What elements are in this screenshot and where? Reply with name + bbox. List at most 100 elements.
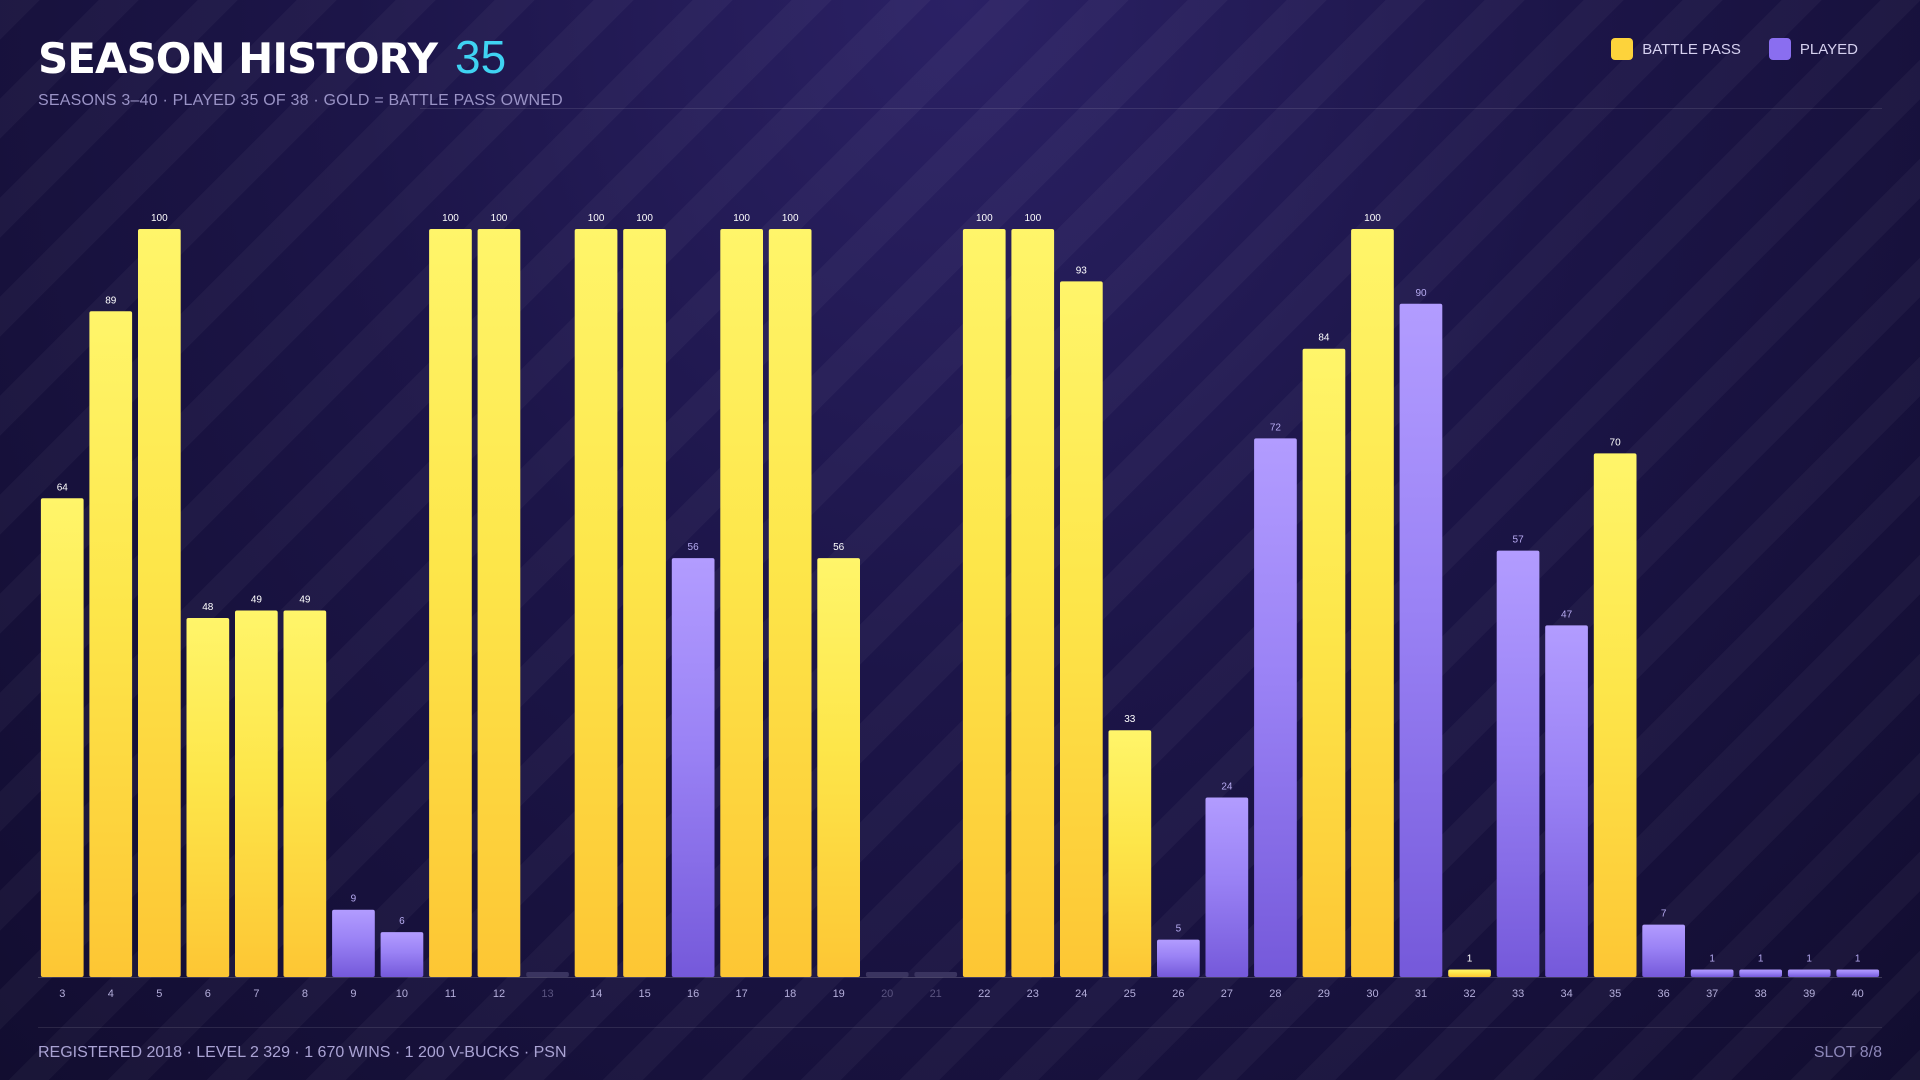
legend: BATTLE PASS PLAYED (1611, 38, 1858, 60)
data-label-season-29: 84 (1318, 333, 1330, 344)
tick-label-season-16: 16 (687, 988, 699, 1000)
bar-season-37 (1690, 969, 1734, 977)
data-label-season-28: 72 (1270, 422, 1282, 433)
bar-season-26 (1157, 939, 1200, 977)
bar-season-29 (1302, 348, 1346, 977)
bar-season-22 (962, 229, 1006, 977)
bar-season-34 (1545, 625, 1588, 977)
tick-label-season-30: 30 (1366, 988, 1378, 1000)
tick-label-season-22: 22 (978, 988, 990, 1000)
data-label-season-8: 49 (299, 595, 311, 606)
bar-season-35 (1593, 453, 1637, 977)
bar-season-25 (1108, 730, 1152, 977)
bar-season-13 (526, 972, 569, 977)
bar-season-31 (1399, 303, 1443, 977)
data-label-season-30: 100 (1364, 213, 1381, 224)
tick-label-season-13: 13 (541, 988, 553, 1000)
slot-indicator: SLOT 8/8 (1813, 1044, 1882, 1061)
tick-label-season-31: 31 (1415, 988, 1427, 1000)
bar-season-4 (89, 311, 133, 977)
data-label-season-22: 100 (976, 213, 993, 224)
data-label-season-15: 100 (636, 213, 653, 224)
data-label-season-35: 70 (1610, 437, 1622, 448)
tick-label-season-25: 25 (1124, 988, 1136, 1000)
bar-season-28 (1254, 438, 1297, 977)
bar-season-36 (1642, 924, 1685, 977)
bar-season-10 (380, 932, 424, 977)
tick-label-season-18: 18 (784, 988, 796, 1000)
data-label-season-10: 6 (399, 916, 405, 927)
bar-season-20 (865, 972, 909, 977)
tick-label-season-33: 33 (1512, 988, 1524, 1000)
bar-season-27 (1205, 797, 1249, 977)
title-count: 35 (455, 31, 507, 83)
data-label-season-3: 64 (57, 482, 69, 493)
bar-season-11 (429, 229, 472, 977)
bar-season-8 (283, 610, 327, 977)
bar-season-23 (1011, 229, 1055, 977)
bar-season-15 (623, 229, 666, 977)
data-label-season-38: 1 (1758, 954, 1764, 965)
tick-label-season-19: 19 (833, 988, 845, 1000)
header-divider (420, 108, 1882, 109)
tick-label-season-34: 34 (1560, 988, 1572, 1000)
data-label-season-24: 93 (1076, 265, 1088, 276)
bar-season-17 (720, 229, 763, 977)
tick-label-season-14: 14 (590, 988, 602, 1000)
battle-pass-swatch (1611, 38, 1634, 60)
bar-season-19 (817, 558, 860, 977)
page-title: SEASON HISTORY 35 (38, 30, 507, 83)
tick-label-season-10: 10 (396, 988, 408, 1000)
tick-label-season-35: 35 (1609, 988, 1621, 1000)
data-label-season-23: 100 (1024, 213, 1041, 224)
bar-season-18 (768, 229, 812, 977)
tick-label-season-37: 37 (1706, 988, 1718, 1000)
bar-season-9 (332, 909, 375, 977)
tick-label-season-8: 8 (302, 988, 308, 1000)
tick-label-season-32: 32 (1463, 988, 1475, 1000)
tick-label-season-3: 3 (59, 988, 65, 1000)
tick-label-season-12: 12 (493, 988, 505, 1000)
data-label-season-40: 1 (1855, 954, 1861, 965)
data-label-season-7: 49 (251, 595, 263, 606)
tick-label-season-28: 28 (1269, 988, 1281, 1000)
data-label-season-17: 100 (733, 213, 750, 224)
bar-season-32 (1448, 969, 1491, 977)
tick-label-season-6: 6 (205, 988, 211, 1000)
legend-label-battle-pass: BATTLE PASS (1642, 40, 1741, 58)
data-label-season-33: 57 (1513, 535, 1525, 546)
bar-season-5 (138, 229, 181, 977)
data-label-season-11: 100 (442, 213, 459, 224)
tick-label-season-39: 39 (1803, 988, 1815, 1000)
legend-item-played: PLAYED (1768, 38, 1858, 60)
data-label-season-37: 1 (1709, 954, 1715, 965)
bar-season-7 (235, 610, 278, 977)
tick-label-season-29: 29 (1318, 988, 1330, 1000)
tick-label-season-36: 36 (1657, 988, 1669, 1000)
bar-season-14 (574, 229, 618, 977)
data-label-season-12: 100 (491, 213, 508, 224)
data-label-season-16: 56 (688, 542, 700, 553)
bar-season-12 (477, 229, 521, 977)
data-label-season-27: 24 (1221, 782, 1233, 793)
tick-label-season-27: 27 (1221, 988, 1233, 1000)
data-label-season-4: 89 (105, 295, 117, 306)
tick-label-season-5: 5 (156, 988, 162, 1000)
tick-label-season-9: 9 (350, 988, 356, 1000)
data-label-season-25: 33 (1124, 714, 1136, 725)
data-label-season-9: 9 (351, 894, 357, 905)
tick-label-season-23: 23 (1027, 988, 1039, 1000)
tick-label-season-17: 17 (735, 988, 747, 1000)
tick-label-season-21: 21 (930, 988, 942, 1000)
tick-label-season-20: 20 (881, 988, 893, 1000)
data-label-season-39: 1 (1806, 954, 1812, 965)
data-label-season-6: 48 (202, 602, 214, 613)
tick-label-season-4: 4 (108, 988, 114, 1000)
tick-label-season-24: 24 (1075, 988, 1087, 1000)
bar-season-30 (1351, 229, 1394, 977)
tick-label-season-38: 38 (1755, 988, 1767, 1000)
data-label-season-19: 56 (833, 542, 845, 553)
tick-label-season-11: 11 (445, 988, 456, 1000)
bar-season-6 (186, 618, 230, 977)
